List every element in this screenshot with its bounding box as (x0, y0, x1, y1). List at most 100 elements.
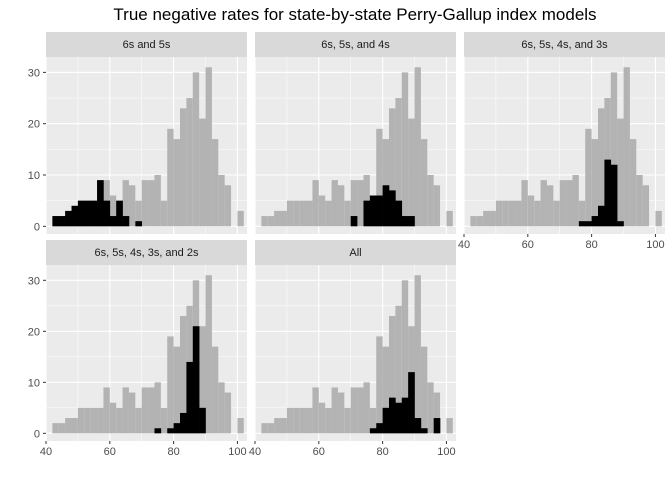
histogram-bar-all (642, 185, 650, 227)
histogram-bar-all (154, 175, 161, 227)
histogram-bar-all (476, 216, 484, 227)
histogram-bar-all (578, 200, 586, 227)
x-tick-label: 100 (228, 446, 246, 458)
histogram-bar-highlight (77, 200, 85, 227)
facet-panel-4: 6s, 5s, 4s, 3s, and 2s 0 10 20 30 40 60 80 100 (28, 240, 247, 458)
y-tick-label: 20 (28, 119, 40, 131)
histogram-bar-all (414, 275, 421, 434)
histogram-bar-all (211, 346, 219, 434)
histogram-bar-all (286, 407, 294, 434)
histogram-bar-all (211, 139, 219, 227)
histogram-bar-all (237, 418, 244, 434)
histogram-bar-all (357, 180, 364, 227)
x-tick-label: 100 (646, 239, 664, 251)
histogram-bar-all (122, 180, 129, 227)
histogram-bar-all (559, 180, 567, 227)
histogram-bar-all (267, 216, 275, 227)
histogram-bar-all (337, 185, 345, 227)
x-tick-label: 60 (313, 446, 325, 458)
histogram-bar-all (312, 387, 319, 434)
histogram-bar-all (521, 180, 528, 227)
histogram-bar-all (312, 180, 319, 227)
histogram-bar-all (572, 175, 579, 227)
histogram-bar-all (446, 210, 453, 227)
histogram-bar-highlight (382, 185, 390, 227)
facet-panel-2: 6s, 5s, and 4s (254, 32, 456, 234)
facet-panel-5: All 40 60 80 100 (249, 240, 456, 458)
x-tick-label: 40 (458, 239, 470, 251)
histogram-bar-all (141, 180, 149, 227)
histogram-bar-highlight (103, 200, 111, 227)
histogram-bar-all (148, 387, 155, 434)
histogram-bar-highlight (116, 200, 123, 227)
histogram-bar-all (135, 200, 142, 227)
histogram-bar-all (382, 346, 389, 434)
histogram-bar-all (331, 180, 338, 227)
histogram-bar-all (205, 67, 212, 227)
histogram-bar-highlight (604, 159, 612, 227)
histogram-bar-highlight (186, 361, 194, 434)
facet-strip (255, 240, 456, 265)
histogram-bar-all (186, 98, 193, 227)
y-tick-label: 10 (28, 170, 40, 182)
histogram-bar-all (280, 418, 287, 434)
histogram-bar-highlight (376, 423, 383, 434)
facet-strip (46, 32, 247, 57)
histogram-bar-highlight (52, 216, 60, 227)
histogram-bar-all (205, 275, 212, 434)
histogram-bar-all (566, 180, 573, 227)
histogram-bar-all (546, 185, 554, 227)
histogram-bar-all (395, 305, 402, 434)
histogram-bar-all (261, 423, 268, 434)
facet-strip-label: 6s, 5s, 4s, and 3s (521, 39, 608, 51)
facet-panel-1: 6s and 5s 0 10 20 30 (28, 32, 247, 234)
histogram-bar-highlight (610, 164, 618, 227)
histogram-bar-all (489, 210, 496, 227)
histogram-bar-all (192, 72, 200, 227)
y-tick-label: 30 (28, 67, 40, 79)
histogram-bar-all (344, 200, 351, 227)
histogram-bar-all (408, 118, 415, 227)
chart-title: True negative rates for state-by-state P… (113, 5, 596, 24)
histogram-bar-all (167, 336, 174, 434)
histogram-bar-all (224, 185, 232, 227)
histogram-bar-all (52, 423, 59, 434)
histogram-bar-all (318, 402, 326, 434)
histogram-bar-highlight (97, 180, 104, 227)
histogram-bar-all (610, 72, 618, 227)
facet-strip (464, 32, 665, 57)
histogram-bar-highlight (180, 412, 187, 434)
histogram-bar-all (337, 392, 345, 434)
histogram-bar-all (237, 210, 244, 227)
histogram-bar-all (350, 180, 358, 227)
histogram-bar-highlight (167, 428, 174, 434)
histogram-bar-all (401, 72, 409, 227)
histogram-bar-all (267, 423, 275, 434)
histogram-bar-all (357, 387, 364, 434)
histogram-bar-highlight (578, 221, 586, 227)
histogram-bar-all (553, 200, 560, 227)
histogram-bar-highlight (135, 221, 143, 227)
y-tick-label: 0 (34, 221, 40, 233)
histogram-bar-highlight (401, 216, 409, 227)
histogram-bar-all (280, 210, 287, 227)
histogram-bar-all (655, 210, 662, 227)
histogram-bar-highlight (65, 210, 72, 227)
histogram-bar-all (103, 387, 110, 434)
histogram-bar-highlight (154, 428, 162, 434)
histogram-bar-all (433, 392, 441, 434)
histogram-bar-all (623, 67, 630, 227)
histogram-bar-highlight (585, 221, 592, 227)
histogram-bar-highlight (376, 195, 383, 227)
x-tick-label: 100 (437, 446, 455, 458)
histogram-bar-all (116, 407, 123, 434)
histogram-bar-highlight (350, 216, 358, 227)
histogram-bar-highlight (58, 216, 66, 227)
histogram-bar-all (585, 128, 592, 227)
histogram-bar-all (420, 346, 428, 434)
histogram-bar-highlight (408, 372, 415, 434)
histogram-bar-all (306, 200, 313, 227)
histogram-bar-all (389, 108, 396, 227)
histogram-bar-all (629, 139, 637, 227)
